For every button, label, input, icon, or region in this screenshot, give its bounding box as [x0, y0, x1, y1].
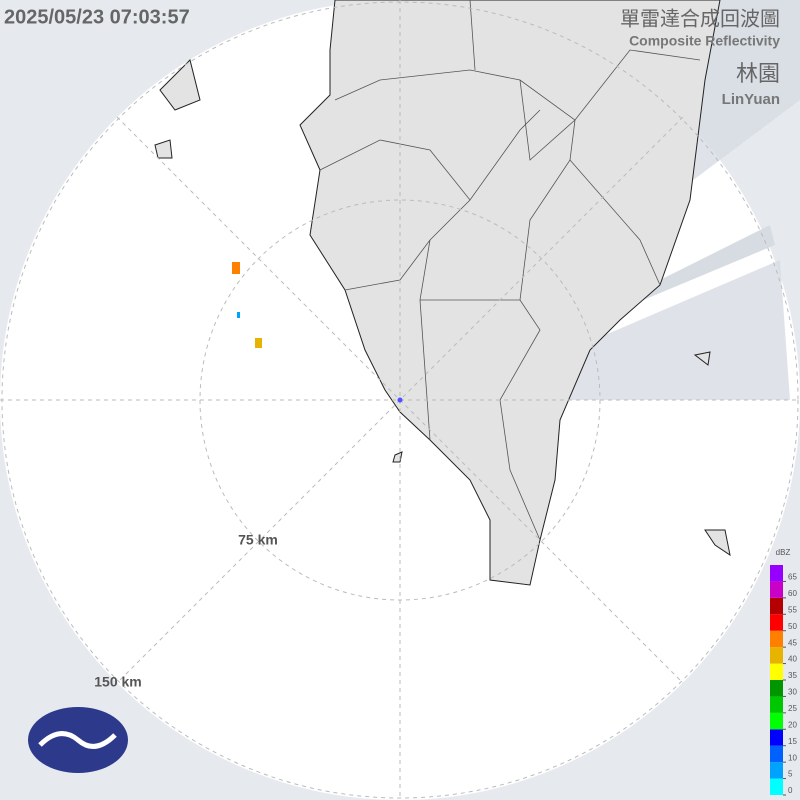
- title: 單雷達合成回波圖: [620, 7, 780, 30]
- scale-label: 35: [788, 671, 797, 680]
- scale-unit: dBZ: [776, 548, 791, 557]
- scale-swatch: [770, 581, 783, 598]
- scale-swatch: [770, 729, 783, 746]
- range-label: 75 km: [238, 532, 278, 548]
- scale-label: 45: [788, 638, 797, 647]
- scale-swatch: [770, 663, 783, 680]
- scale-label: 50: [788, 622, 797, 631]
- logo-mark: [38, 731, 117, 749]
- scale-label: 20: [788, 720, 797, 729]
- station-en: LinYuan: [722, 91, 780, 108]
- scale-swatch: [770, 778, 783, 795]
- scale-swatch: [770, 630, 783, 648]
- station: 林園: [736, 61, 780, 86]
- scale-swatch: [770, 762, 783, 779]
- range-label: 150 km: [94, 674, 141, 690]
- echo: [255, 338, 262, 348]
- scale-label: 15: [788, 737, 797, 746]
- scale-swatch: [770, 680, 783, 697]
- scale-label: 60: [788, 589, 797, 598]
- scale-label: 30: [788, 688, 797, 697]
- scale-label: 5: [788, 770, 793, 779]
- scale-label: 25: [788, 704, 797, 713]
- scale-swatch: [770, 696, 783, 713]
- scale-label: 0: [788, 786, 793, 795]
- scale-label: 10: [788, 753, 797, 762]
- scale-swatch: [770, 647, 783, 664]
- scale-label: 55: [788, 605, 797, 614]
- scale-swatch: [770, 565, 783, 582]
- scale-swatch: [770, 745, 783, 763]
- scale-swatch: [770, 597, 783, 615]
- echo: [232, 262, 240, 274]
- scale-label: 40: [788, 655, 797, 664]
- echo: [237, 312, 240, 318]
- scale-label: 65: [788, 573, 797, 582]
- timestamp: 2025/05/23 07:03:57: [4, 6, 190, 28]
- radar-site: [397, 397, 403, 403]
- scale-swatch: [770, 614, 783, 631]
- scale-swatch: [770, 712, 783, 730]
- county-borders: [319, 0, 701, 541]
- subtitle: Composite Reflectivity: [629, 33, 780, 49]
